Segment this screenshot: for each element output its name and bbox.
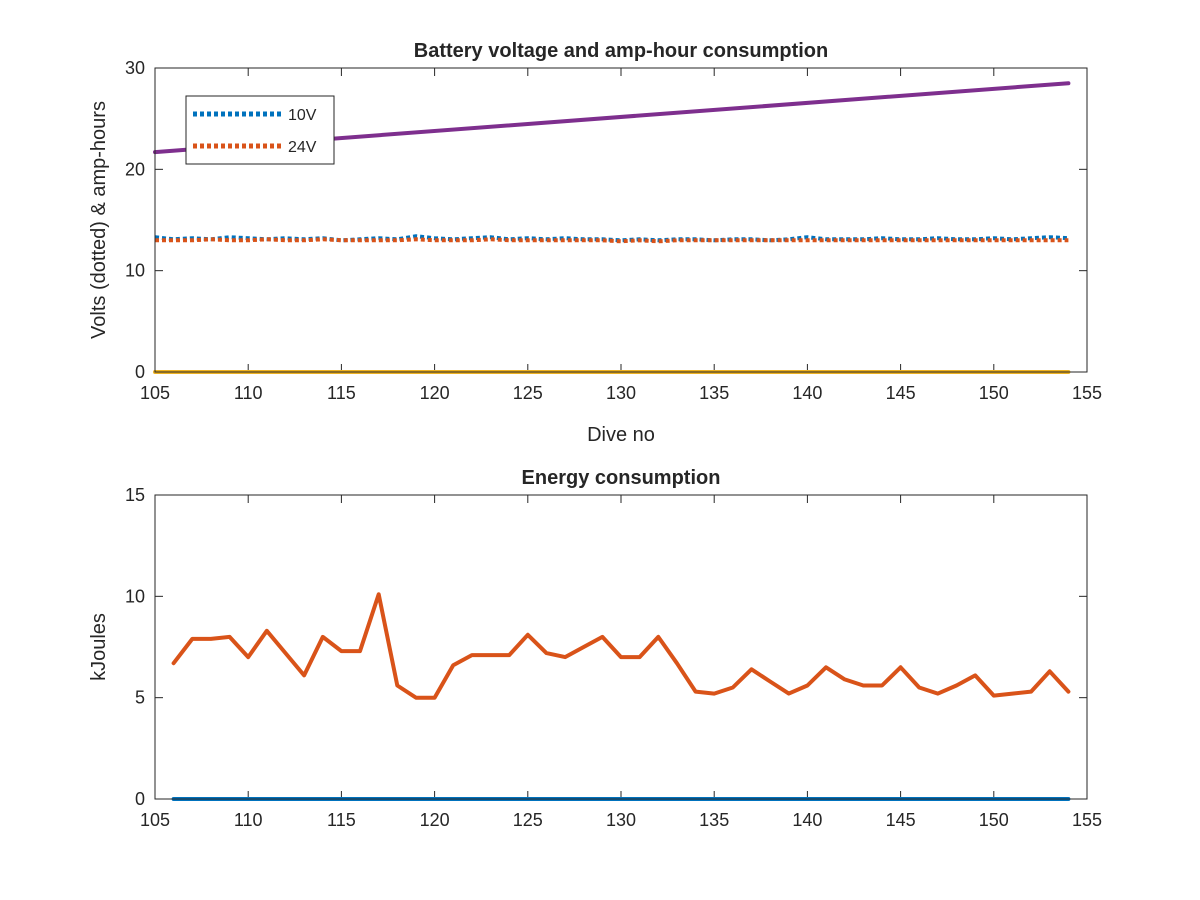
bottom-chart-title: Energy consumption xyxy=(522,467,721,489)
bottom-x-tick-label: 115 xyxy=(327,810,356,830)
top-x-tick-label: 115 xyxy=(327,383,356,403)
bottom-axes: 105 110 115 120 125 130 135 140 145 150 155051015 … xyxy=(88,467,1102,830)
top-x-tick-label: 130 xyxy=(606,383,636,403)
legend-label-10v: 10V xyxy=(288,107,317,124)
top-x-tick-label: 140 xyxy=(792,383,822,403)
top-y-axis-label: Volts (dotted) & amp-hours xyxy=(88,101,110,339)
legend-box xyxy=(185,95,335,165)
bottom-series-line-s0 xyxy=(171,592,1071,700)
top-x-tick-label: 145 xyxy=(886,383,916,403)
top-y-tick-label: 30 xyxy=(125,58,145,78)
bottom-y-tick-label: 0 xyxy=(135,789,145,809)
top-legend: 10V 24V xyxy=(185,95,335,165)
bottom-y-axis-label: kJoules xyxy=(88,613,110,681)
bottom-y-tick-label: 5 xyxy=(135,688,145,708)
top-ticks: 105 110 115 120 125 130 135 140 145 150 155 0 10 20 30 xyxy=(125,58,1102,403)
top-axes: 105 110 115 120 125 130 135 140 145 150 155 0 10 20 30… xyxy=(88,40,1102,446)
top-series-line-24v xyxy=(155,237,1069,244)
bottom-x-tick-label: 130 xyxy=(606,810,636,830)
bottom-x-tick-label: 155 xyxy=(1072,810,1102,830)
top-y-tick-label: 0 xyxy=(135,362,145,382)
top-x-tick-label: 150 xyxy=(979,383,1009,403)
top-x-tick-label: 120 xyxy=(420,383,450,403)
top-x-tick-label: 135 xyxy=(699,383,729,403)
top-y-tick-label: 10 xyxy=(125,261,145,281)
top-x-tick-label: 125 xyxy=(513,383,543,403)
top-x-tick-label: 155 xyxy=(1072,383,1102,403)
bottom-x-tick-label: 110 xyxy=(234,810,263,830)
bottom-x-tick-label: 105 xyxy=(140,810,170,830)
bottom-x-tick-label: 140 xyxy=(792,810,822,830)
bottom-y-tick-label: 10 xyxy=(125,586,145,606)
bottom-x-tick-label: 125 xyxy=(513,810,543,830)
top-y-tick-label: 20 xyxy=(125,159,145,179)
top-x-tick-label: 105 xyxy=(140,383,170,403)
top-axes-box xyxy=(154,67,1088,373)
bottom-x-tick-label: 150 xyxy=(979,810,1009,830)
legend-label-24v: 24V xyxy=(288,139,317,156)
bottom-axes-box xyxy=(154,494,1088,800)
bottom-x-tick-label: 120 xyxy=(420,810,450,830)
top-x-axis-label: Dive no xyxy=(587,424,655,446)
bottom-plot-area xyxy=(155,495,1087,799)
bottom-x-tick-label: 135 xyxy=(699,810,729,830)
top-x-tick-label: 110 xyxy=(234,383,263,403)
bottom-ticks: 105 110 115 120 125 130 135 140 145 150 155 0 5 10 15 xyxy=(125,485,1102,830)
bottom-y-tick-label: 15 xyxy=(125,485,145,505)
bottom-x-tick-label: 145 xyxy=(886,810,916,830)
top-chart-title: Battery voltage and amp-hour consumption xyxy=(414,40,828,62)
